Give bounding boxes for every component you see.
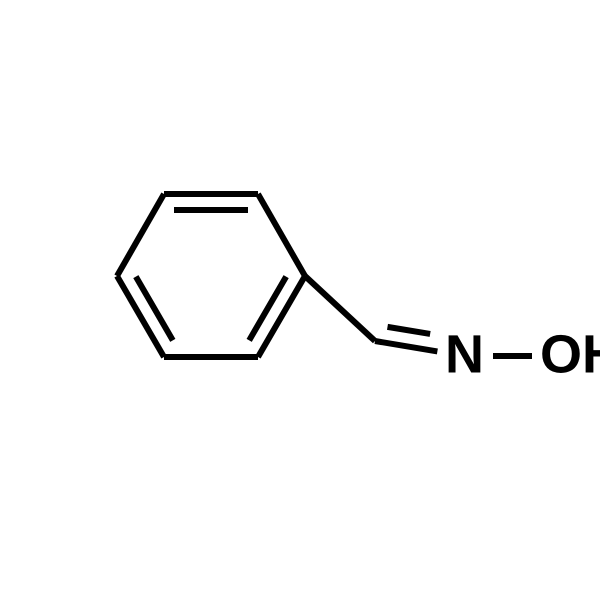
- bond-c1-c7: [305, 276, 375, 341]
- bond-c1-c2: [258, 194, 305, 276]
- chemical-structure: N OH: [0, 0, 600, 600]
- atom-label-n: N: [445, 324, 484, 384]
- atom-label-o: OH: [540, 324, 600, 384]
- bond-c6-c1-inner: [249, 277, 286, 341]
- bond-c7-n: [375, 341, 437, 351]
- bond-c3-c4: [117, 194, 164, 276]
- bond-c4-c5-inner: [136, 277, 173, 341]
- bond-c7-n-inner: [387, 327, 430, 334]
